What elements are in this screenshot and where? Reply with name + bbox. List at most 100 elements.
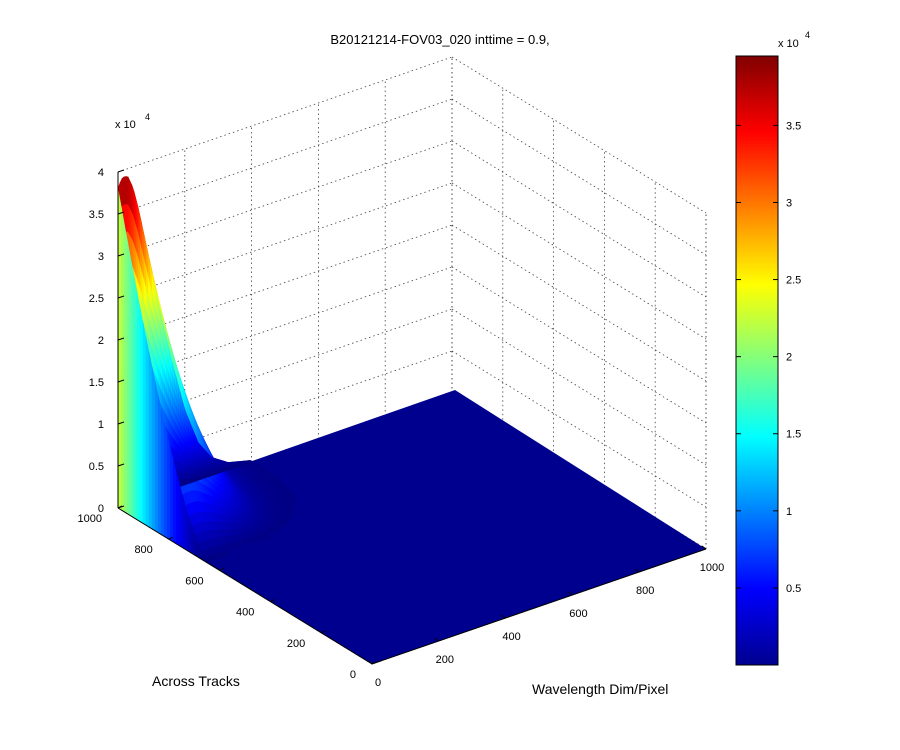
surface-patch: [130, 258, 134, 519]
surface-patch: [201, 473, 205, 477]
z-tick-label: 2.5: [89, 293, 104, 305]
chart-title: B20121214-FOV03_020 inttime = 0.9,: [330, 32, 549, 47]
surface-patch: [183, 471, 187, 479]
z-tick-mark: [117, 379, 125, 383]
surface-patch: [129, 181, 133, 213]
surface-patch: [246, 460, 249, 462]
surface-patch: [187, 466, 191, 474]
surface-patch: [142, 321, 147, 526]
y-tick-label: 0: [350, 669, 356, 681]
grid-line: [451, 56, 707, 214]
grid-line: [451, 98, 707, 256]
z-tick-label: 3.5: [89, 209, 104, 221]
surface-patch: [191, 473, 195, 479]
colorbar-tick-label: 2: [786, 352, 792, 364]
y-tick-mark: [270, 599, 275, 603]
colorbar-tick-label: 3.5: [786, 120, 801, 132]
z-tick-mark: [117, 337, 125, 341]
z-tick-mark: [117, 211, 125, 215]
grid-line: [451, 350, 707, 508]
x-tick-label: 1000: [700, 562, 724, 574]
y-tick-mark: [371, 661, 377, 665]
colorbar: [735, 55, 779, 666]
surface-patch: [235, 461, 239, 463]
grid-line: [451, 224, 707, 382]
surface-bands: [117, 176, 298, 563]
surface-patch: [151, 366, 156, 532]
colorbar-tick-label: 0.5: [786, 583, 801, 595]
surface-patch: [170, 448, 174, 543]
surface-patch: [148, 351, 153, 530]
surface-patch: [241, 460, 245, 462]
surface-patch: [154, 380, 159, 534]
grid-line: [451, 182, 707, 340]
x-tick-mark: [568, 591, 573, 596]
x-tick-mark: [367, 660, 373, 665]
surface-patch: [133, 274, 138, 520]
surface-patch: [145, 336, 150, 528]
x-axis-line: [371, 548, 707, 665]
x-tick-mark: [634, 568, 640, 573]
z-tick-label: 4: [98, 167, 104, 179]
surface-patch: [203, 470, 207, 474]
surface-patch: [157, 394, 162, 535]
surface-patch: [231, 461, 235, 463]
surface-patch: [217, 459, 221, 462]
surface-patch: [185, 472, 189, 479]
surface-patch: [244, 460, 247, 462]
x-tick-label: 200: [436, 654, 454, 666]
z-tick-mark: [117, 169, 125, 173]
surface-patch: [131, 185, 135, 218]
z-tick-label: 0: [98, 503, 104, 515]
surface-patch: [160, 408, 165, 537]
surface-patch: [179, 478, 183, 487]
y-tick-label: 1000: [78, 513, 102, 525]
colorbar-tick-label: 3: [786, 197, 792, 209]
surface-patch: [225, 461, 229, 464]
surface-patch: [237, 461, 241, 463]
surface-patch: [185, 466, 189, 474]
z-tick-mark: [117, 421, 125, 425]
surface-patch: [127, 176, 131, 209]
surface-patch: [239, 460, 243, 463]
x-tick-mark: [434, 637, 440, 642]
y-tick-label: 800: [134, 544, 152, 556]
surface-patch: [233, 461, 237, 463]
z-tick-label: 1.5: [89, 377, 104, 389]
surface-patch: [179, 484, 183, 549]
surface-patch: [127, 204, 131, 237]
x-tick-labels: 0 200 400 600 800 1000: [367, 545, 724, 689]
colorbar-tick-label: 2.5: [786, 275, 801, 287]
colorbar-tick-label: 1: [786, 506, 792, 518]
surface-patch: [177, 469, 181, 479]
surface-patch: [201, 470, 205, 474]
y-tick-label: 200: [287, 638, 305, 650]
z-tick-labels: 0 0.5 1 1.5 2 2.5 3 3.5 4: [89, 167, 125, 515]
surface-patch: [181, 471, 185, 479]
surface-patch: [124, 225, 128, 515]
surface-patch: [223, 460, 227, 463]
surface-patch: [185, 478, 189, 485]
surface-patch: [118, 191, 122, 511]
grid-line: [117, 140, 453, 257]
surface-patch: [197, 473, 201, 478]
grid-line: [451, 140, 707, 298]
grid-line: [451, 308, 707, 466]
y-tick-mark: [168, 536, 174, 540]
x-tick-label: 400: [502, 631, 520, 643]
z-tick-label: 0.5: [89, 461, 104, 473]
y-axis-line: [117, 507, 373, 665]
grid-line: [117, 56, 453, 173]
z-tick-label: 1: [98, 419, 104, 431]
y-tick-label: 400: [236, 607, 254, 619]
surface-patch: [227, 462, 231, 464]
surface-patch: [167, 435, 171, 541]
surface-patch: [189, 477, 193, 484]
surface-patch: [215, 458, 219, 461]
surface-patch: [187, 472, 191, 479]
surface-patch: [173, 460, 177, 545]
surface-patch: [125, 176, 129, 205]
y-tick-mark: [117, 505, 123, 509]
surface-patch: [183, 478, 187, 486]
